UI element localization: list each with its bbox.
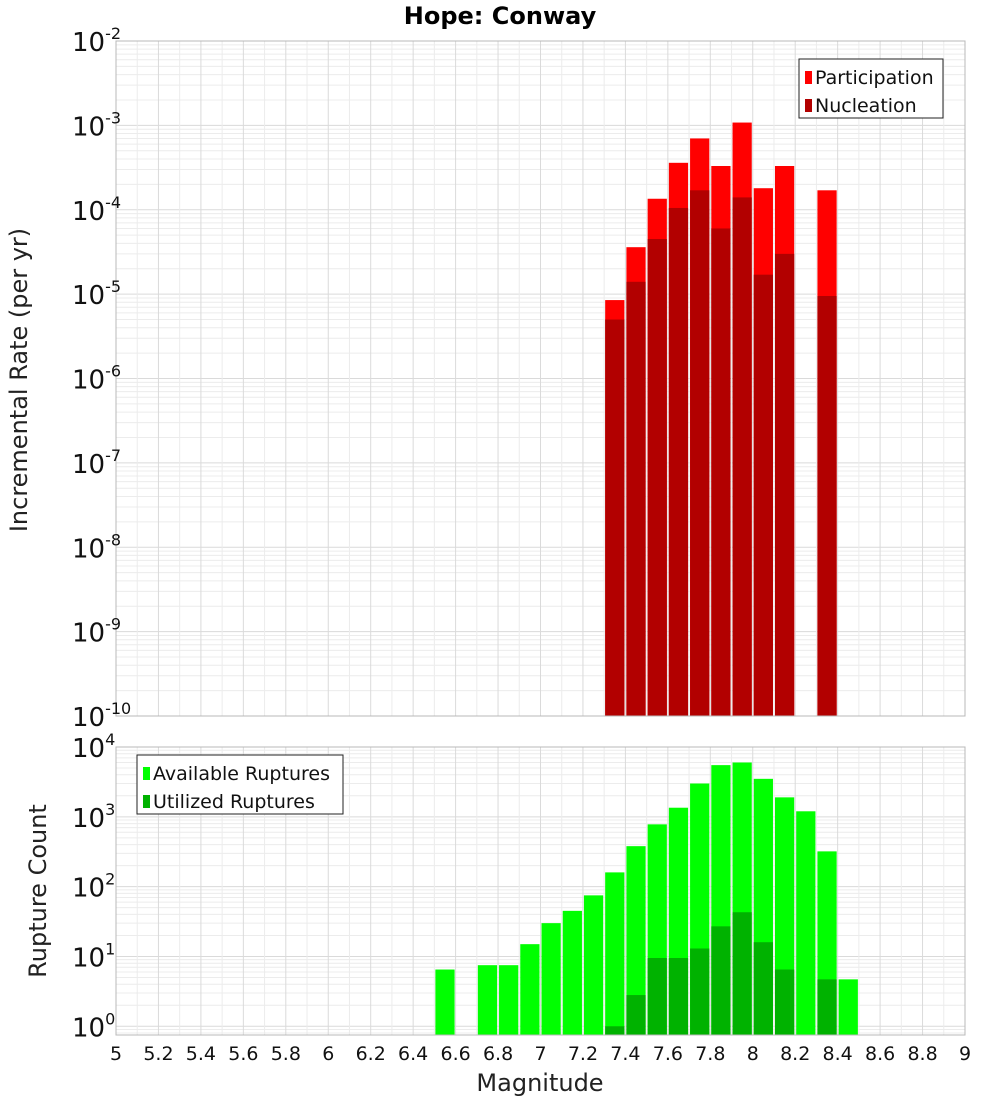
x-tick-label: 5.6 (228, 1043, 258, 1065)
top-bar-b (732, 197, 752, 717)
y-tick-label: 102 (72, 870, 115, 904)
bot-bar-b (817, 979, 837, 1035)
bot-bar-a (562, 910, 582, 1035)
bot-bar-a (626, 846, 646, 1035)
y-tick-label: 10-7 (72, 446, 121, 480)
y-tick-label: 10-9 (72, 615, 121, 649)
bottom-plot-frame (115, 746, 966, 1036)
bot-bar-b (647, 958, 667, 1035)
top-bar-b (817, 296, 837, 716)
bot-bar-a (499, 965, 519, 1035)
top-bar-b (626, 281, 646, 716)
legend-box (136, 754, 344, 815)
y-tick-label: 10-2 (72, 24, 121, 58)
top-y-ticks: 10-10 10-9 10-8 10-7 10-6 10-5 10-4 10-3 10-2 (72, 24, 131, 733)
top-chart: 10-10 10-9 10-8 10-7 10-6 10-5 10-4 10-3 10-2 Ho… (5, 2, 966, 733)
bot-bar-a (583, 895, 604, 1035)
bot-bar-a (477, 965, 498, 1035)
x-tick-label: 7 (534, 1043, 546, 1065)
x-tick-label: 5.2 (143, 1043, 173, 1065)
bot-bar-b (711, 926, 731, 1035)
top-legend: Participation Nucleation (798, 58, 944, 119)
y-tick-label: 10-10 (72, 699, 131, 733)
bot-bar-a (605, 872, 625, 1035)
x-tick-label: 7.6 (653, 1043, 683, 1065)
legend-entry: Participation (815, 67, 934, 89)
x-tick-label: 8.4 (823, 1043, 853, 1065)
y-tick-label: 104 (72, 730, 115, 764)
x-tick-label: 8.8 (907, 1043, 937, 1065)
x-tick-label: 6.2 (356, 1043, 386, 1065)
y-tick-label: 10-8 (72, 530, 121, 564)
x-tick-label: 7.2 (568, 1043, 598, 1065)
y-tick-label: 103 (72, 800, 115, 834)
bot-bar-a (541, 923, 561, 1035)
top-bar-b (668, 207, 689, 716)
y-tick-label: 10-3 (72, 108, 121, 142)
y-tick-label: 101 (72, 939, 115, 973)
legend-swatch (805, 71, 812, 84)
bot-bar-b (668, 958, 689, 1035)
top-bar-b (605, 319, 625, 716)
bot-bar-a (520, 944, 540, 1035)
x-tick-label: 6.6 (440, 1043, 470, 1065)
top-y-axis-label: Incremental Rate (per yr) (5, 228, 33, 532)
x-axis-label: Magnitude (476, 1069, 603, 1097)
x-tick-label: 5 (110, 1043, 122, 1065)
x-tick-label: 8.6 (865, 1043, 895, 1065)
bottom-legend: Available Ruptures Utilized Ruptures (136, 754, 344, 815)
bottom-y-ticks: 100 101 102 103 104 (72, 730, 115, 1043)
y-tick-label: 10-5 (72, 277, 121, 311)
top-plot-frame (115, 40, 966, 717)
y-tick-label: 10-6 (72, 362, 121, 396)
legend-entry: Utilized Ruptures (153, 791, 315, 813)
x-tick-label: 8.2 (780, 1043, 810, 1065)
legend-entry: Available Ruptures (153, 763, 330, 785)
x-tick-label: 9 (959, 1043, 971, 1065)
bot-bar-a (796, 811, 816, 1035)
legend-swatch (143, 767, 150, 780)
legend-swatch (805, 99, 812, 112)
x-ticks: 5 5.2 5.4 5.6 5.8 6 6.2 6.4 6.6 6.8 7 7.2 7.4 7.6 7.8 8… (110, 1043, 971, 1065)
top-bar-b (690, 190, 710, 716)
top-bar-b (753, 274, 773, 716)
top-grid (115, 40, 966, 717)
bot-bar-b (690, 948, 710, 1035)
top-bar-b (647, 239, 667, 716)
x-tick-label: 6 (322, 1043, 334, 1065)
bot-bar-b (753, 942, 773, 1035)
bottom-chart: 100 101 102 103 104 5 5.2 5.4 5.6 5.8 6 6.2 6.4 6.6 6… (24, 730, 971, 1097)
bot-bar-b (732, 912, 752, 1035)
bot-bar-b (605, 1026, 625, 1035)
bottom-bars (435, 762, 858, 1035)
x-tick-label: 6.4 (398, 1043, 428, 1065)
legend-box (798, 58, 944, 119)
bot-bar-a (435, 969, 455, 1035)
x-tick-label: 5.8 (271, 1043, 301, 1065)
chart-title: Hope: Conway (404, 2, 597, 30)
x-tick-label: 5.4 (186, 1043, 216, 1065)
x-tick-label: 8 (747, 1043, 759, 1065)
bot-bar-b (774, 969, 795, 1035)
top-bar-b (774, 253, 795, 716)
top-bar-b (711, 228, 731, 716)
bot-bar-b (626, 995, 646, 1035)
x-tick-label: 6.8 (483, 1043, 513, 1065)
bottom-y-axis-label: Rupture Count (24, 804, 52, 978)
bot-bar-a (838, 979, 858, 1035)
top-bars (605, 122, 837, 717)
y-tick-label: 10-4 (72, 193, 121, 227)
y-tick-label: 100 (72, 1009, 115, 1043)
x-tick-label: 7.4 (610, 1043, 640, 1065)
legend-swatch (143, 795, 150, 808)
legend-entry: Nucleation (815, 95, 917, 117)
x-tick-label: 7.8 (695, 1043, 725, 1065)
